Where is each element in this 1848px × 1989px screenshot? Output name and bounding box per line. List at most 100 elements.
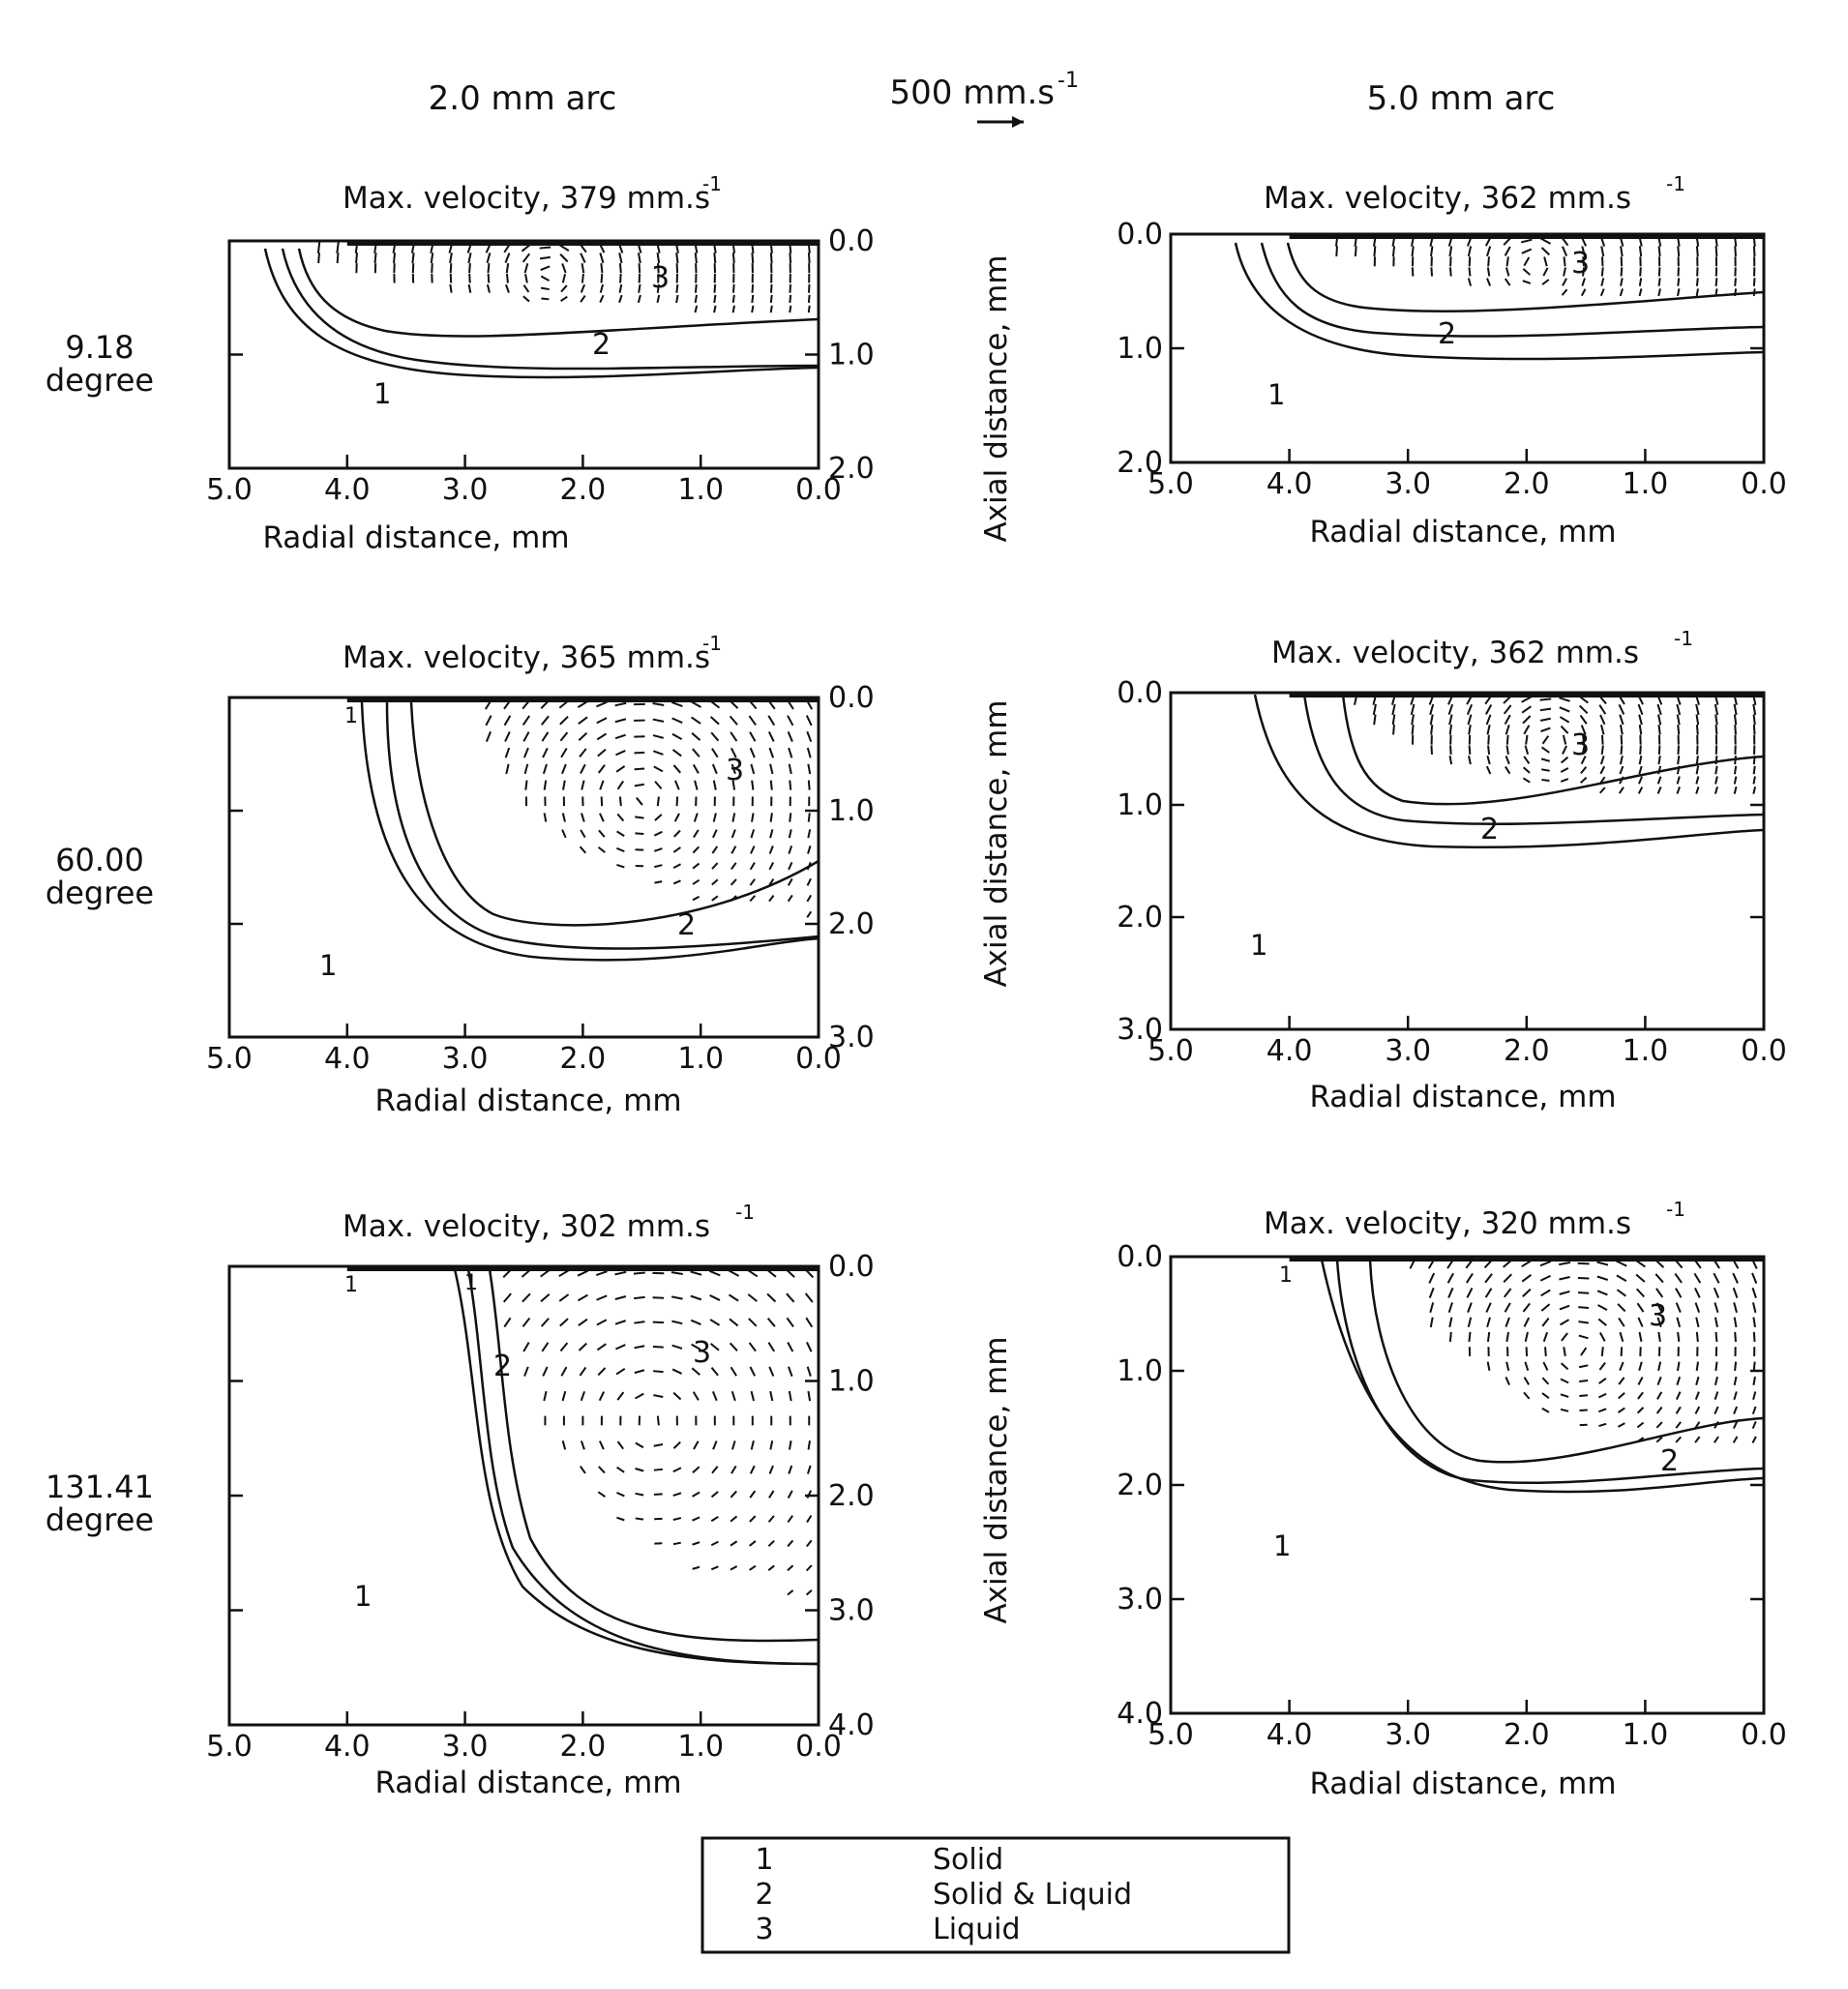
velocity-vector [730, 829, 736, 839]
velocity-vector [1596, 1290, 1608, 1296]
velocity-vector [750, 763, 756, 775]
velocity-vector [730, 1490, 737, 1499]
y-tick-label: 0.0 [828, 224, 875, 258]
velocity-vector [712, 242, 717, 253]
velocity-vector [1657, 1331, 1661, 1343]
velocity-vector [1639, 267, 1642, 277]
velocity-vector [635, 816, 644, 819]
velocity-vector [1484, 235, 1493, 247]
velocity-vector [713, 305, 717, 313]
velocity-vector [485, 242, 492, 253]
velocity-vector [1448, 267, 1452, 277]
velocity-vector [1372, 703, 1377, 716]
velocity-vector [523, 263, 529, 274]
legend-number: 2 [755, 1878, 773, 1912]
velocity-vector [1486, 725, 1491, 735]
x-tick-label: 3.0 [1385, 467, 1431, 501]
velocity-vector [1714, 1302, 1719, 1314]
velocity-vector [596, 1343, 607, 1351]
velocity-vector [787, 1539, 794, 1548]
velocity-vector [634, 1369, 645, 1375]
velocity-vector [1751, 1420, 1757, 1429]
velocity-vector [468, 263, 471, 274]
velocity-vector [578, 1318, 588, 1326]
velocity-vector [504, 730, 511, 742]
velocity-vector [692, 763, 700, 774]
velocity-vector [807, 242, 811, 253]
velocity-vector [1484, 703, 1493, 715]
column-header-left: 2.0 mm arc [429, 79, 617, 118]
velocity-vector [522, 698, 531, 710]
velocity-vector [1580, 756, 1587, 765]
velocity-vector [1676, 786, 1681, 794]
velocity-vector [1655, 1436, 1663, 1443]
velocity-vector [634, 1295, 645, 1300]
x-tick-label: 2.0 [560, 473, 607, 507]
velocity-vector [1619, 235, 1624, 247]
velocity-vector [751, 780, 755, 790]
velocity-vector [487, 273, 491, 283]
velocity-vector [430, 252, 434, 264]
velocity-vector [354, 242, 359, 253]
velocity-vector [1539, 698, 1552, 701]
velocity-vector [1752, 1317, 1756, 1328]
velocity-vector-field [1353, 694, 1757, 794]
legend-label: Solid [933, 1843, 1003, 1877]
velocity-vector [750, 1390, 756, 1402]
velocity-vector [1505, 1331, 1510, 1343]
velocity-vector [1522, 268, 1531, 276]
velocity-vector [559, 1318, 569, 1327]
x-tick-label: 1.0 [677, 1042, 724, 1076]
velocity-vector [787, 1342, 794, 1352]
velocity-vector [1750, 1258, 1758, 1269]
velocity-vector [693, 1440, 700, 1450]
velocity-vector [1447, 694, 1454, 705]
velocity-vector [1695, 776, 1700, 785]
velocity-vector [543, 813, 548, 822]
velocity-vector [1752, 703, 1757, 716]
velocity-vector [787, 877, 793, 886]
velocity-vector [1580, 725, 1587, 735]
velocity-vector [787, 1490, 793, 1499]
velocity-vector [787, 1515, 794, 1524]
velocity-vector [730, 895, 737, 902]
velocity-vector [788, 1465, 793, 1474]
velocity-vector [1618, 1377, 1625, 1385]
velocity-vector [766, 1292, 777, 1303]
zone-label: 1 [344, 1273, 358, 1297]
velocity-vector [1676, 1361, 1681, 1372]
velocity-vector [1560, 778, 1569, 783]
velocity-vector [579, 242, 587, 253]
velocity-vector [616, 1516, 625, 1522]
velocity-vector [730, 1515, 738, 1523]
velocity-vector [654, 880, 663, 884]
boundary-liquid [409, 701, 820, 927]
velocity-vector [1468, 745, 1472, 755]
velocity-vector [521, 243, 532, 252]
velocity-vector [671, 732, 683, 741]
velocity-vector [522, 731, 530, 742]
velocity-vector [1618, 787, 1624, 794]
velocity-vector [1714, 756, 1718, 765]
velocity-vector [787, 1564, 794, 1572]
velocity-vector [1372, 694, 1378, 705]
velocity-vector [694, 242, 699, 253]
boundary-mushy [1260, 242, 1765, 338]
velocity-vector [1468, 755, 1472, 765]
velocity-vector [1429, 1302, 1435, 1314]
velocity-vector [1619, 765, 1624, 775]
velocity-vector [1713, 1287, 1720, 1298]
velocity-vector [1467, 714, 1473, 726]
velocity-vector [786, 1292, 795, 1303]
velocity-vector [543, 780, 548, 790]
velocity-vector [1695, 725, 1699, 735]
velocity-vector [1694, 1302, 1701, 1314]
velocity-vector [804, 1292, 814, 1303]
velocity-vector [672, 1492, 682, 1497]
velocity-vector [1578, 1306, 1590, 1310]
velocity-vector [671, 1344, 683, 1350]
velocity-vector [618, 294, 623, 304]
velocity-vector [675, 294, 679, 304]
x-tick-label: 0.0 [795, 1042, 842, 1076]
velocity-vector [747, 1268, 759, 1278]
